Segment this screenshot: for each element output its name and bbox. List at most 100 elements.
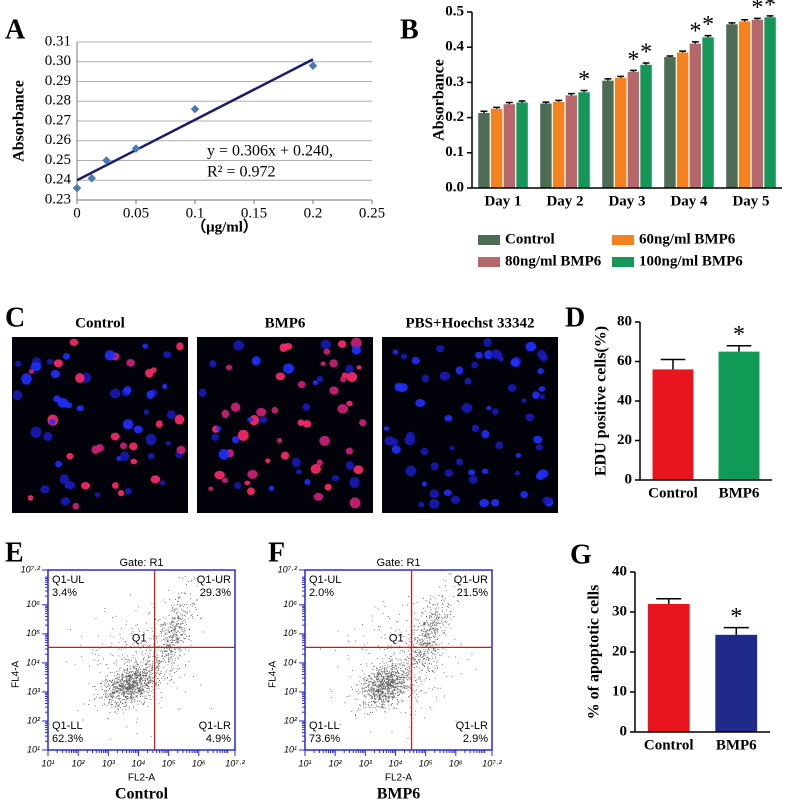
nucleus — [214, 470, 225, 480]
nucleus — [76, 405, 84, 412]
nucleus — [320, 339, 331, 350]
quadrant-label: Q1-LR — [199, 720, 231, 732]
x-tick-label: Day 3 — [608, 193, 645, 209]
nucleus — [316, 375, 324, 383]
nucleus — [123, 386, 132, 394]
nucleus — [165, 441, 171, 446]
panel-label: E — [5, 537, 24, 568]
nucleus — [310, 464, 321, 474]
y-tick-label: 10 — [612, 683, 627, 699]
x-tick-label: 10⁷·² — [482, 758, 502, 768]
image-background — [197, 337, 373, 513]
significance: * — [751, 0, 763, 21]
nucleus — [471, 361, 479, 369]
y-tick-label: 10³ — [27, 686, 41, 696]
nucleus — [150, 367, 157, 373]
nucleus — [436, 344, 445, 353]
nucleus — [142, 343, 149, 349]
nucleus — [349, 476, 360, 488]
y-tick-label: 0.5 — [445, 3, 464, 19]
bar — [640, 64, 652, 188]
y-tick-label: 0.27 — [45, 112, 72, 128]
bar — [516, 102, 528, 188]
nucleus — [110, 432, 120, 441]
nucleus — [30, 362, 42, 372]
bar — [478, 113, 490, 188]
nucleus — [111, 482, 119, 489]
event-cloud — [65, 575, 212, 740]
nucleus — [532, 391, 540, 400]
nucleus — [209, 360, 217, 368]
bar — [602, 80, 614, 188]
bar — [676, 52, 689, 189]
nucleus — [535, 472, 545, 480]
nucleus — [542, 496, 552, 505]
nucleus — [122, 419, 134, 430]
x-tick-label: 0.25 — [359, 205, 385, 221]
nucleus — [147, 453, 155, 460]
nucleus — [313, 492, 324, 501]
y-tick-label: 10⁴ — [283, 657, 297, 667]
nucleus — [146, 390, 155, 399]
quadrant-value: 2.9% — [463, 733, 488, 745]
y-tick-label: 0.1 — [445, 144, 464, 160]
x-tick-label: 0.2 — [304, 205, 323, 221]
nucleus — [461, 403, 473, 413]
trendline — [76, 58, 314, 182]
nucleus — [60, 496, 71, 506]
x-tick-label: 10³ — [359, 758, 373, 768]
bar — [764, 17, 776, 189]
error-bar — [666, 55, 674, 58]
nucleus — [525, 413, 535, 422]
nucleus — [81, 482, 90, 490]
nucleus — [268, 485, 275, 491]
nucleus — [225, 364, 233, 371]
image-title: PBS+Hoechst 33342 — [406, 315, 535, 331]
nucleus — [259, 416, 268, 424]
y-tick-label: 20 — [612, 643, 627, 659]
error-bar — [518, 100, 526, 103]
nucleus — [15, 360, 22, 367]
nucleus — [247, 469, 258, 479]
bar — [652, 369, 694, 480]
nucleus — [312, 380, 319, 386]
nucleus — [64, 402, 73, 409]
quadrant-value: 62.3% — [52, 733, 83, 745]
y-tick-label: 10¹ — [27, 744, 40, 754]
nucleus — [126, 358, 135, 367]
nucleus — [119, 442, 127, 450]
event-cloud — [320, 570, 477, 739]
panel-label: C — [5, 302, 25, 333]
significance: * — [702, 12, 714, 38]
nucleus — [43, 432, 53, 442]
y-axis-label: FL4-A — [268, 660, 279, 688]
bar — [614, 77, 627, 188]
nucleus — [439, 371, 451, 381]
nucleus — [421, 481, 427, 487]
y-tick-label: 80 — [617, 313, 632, 329]
nucleus — [221, 477, 228, 484]
x-tick-label: 0.15 — [241, 205, 267, 221]
bar — [751, 19, 764, 188]
significance: * — [733, 322, 745, 348]
bar — [689, 43, 702, 189]
nucleus — [176, 445, 186, 454]
nucleus — [479, 498, 489, 508]
nucleus — [28, 369, 35, 374]
nucleus — [125, 488, 132, 495]
nucleus — [537, 349, 546, 359]
nucleus — [525, 341, 537, 352]
error-bar — [542, 101, 550, 104]
error-bar — [704, 34, 712, 38]
error-bar — [741, 18, 749, 22]
nucleus — [49, 419, 56, 425]
nucleus — [46, 358, 54, 365]
nucleus — [211, 433, 220, 441]
nucleus — [302, 420, 312, 428]
nucleus — [218, 448, 230, 460]
nucleus — [341, 372, 348, 378]
nucleus — [418, 501, 425, 508]
nucleus — [53, 395, 62, 403]
nucleus — [162, 383, 168, 390]
